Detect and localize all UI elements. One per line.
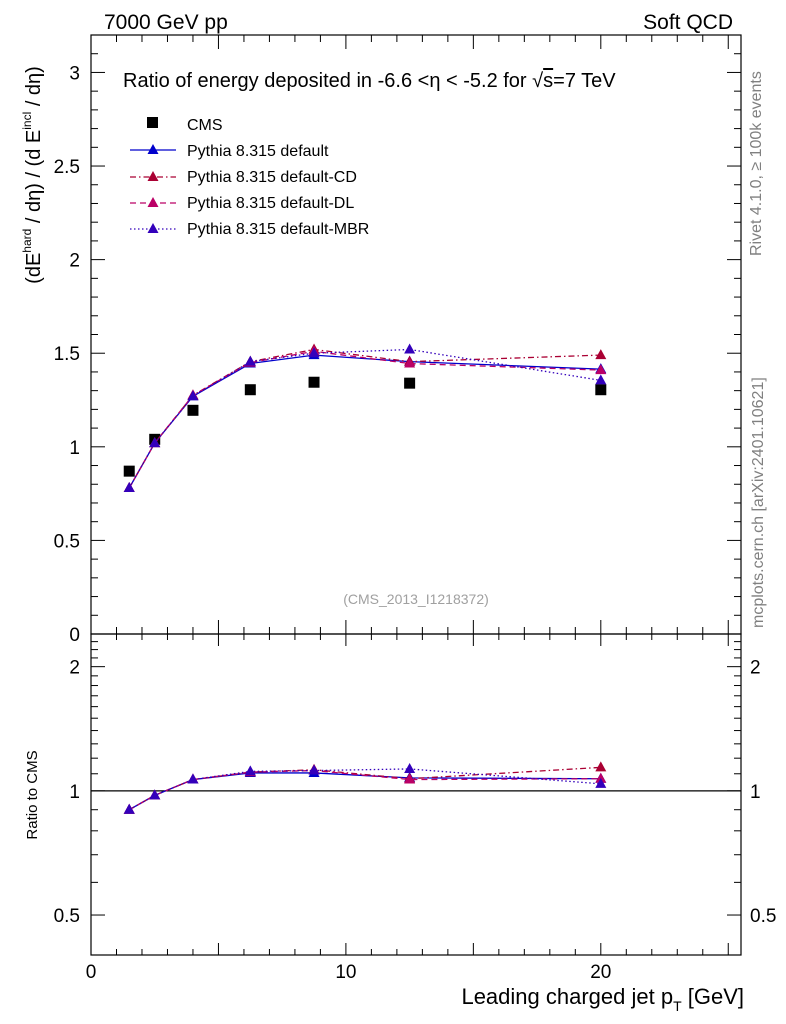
ytick-ratio-2: 2 bbox=[69, 658, 80, 679]
main-point-mbr bbox=[187, 390, 199, 401]
cms-data-point bbox=[244, 384, 256, 396]
ratio-point-mbr bbox=[404, 762, 416, 773]
legend-mbr-marker bbox=[147, 223, 159, 233]
main-point-mbr bbox=[123, 481, 135, 492]
x-axis-label: Leading charged jet pT [GeV] bbox=[461, 984, 744, 1014]
xlabel-sub: T bbox=[673, 998, 682, 1014]
main-point-dl bbox=[404, 357, 416, 368]
mcplots-label: mcplots.cern.ch [arXiv:2401.10621] bbox=[750, 377, 767, 628]
main-point-dl bbox=[595, 364, 607, 375]
ratio-series bbox=[123, 761, 607, 814]
xlabel-unit: [GeV] bbox=[682, 984, 744, 1009]
ylabel-part1: (dE bbox=[23, 253, 45, 284]
title-part2: < -5.2 for bbox=[440, 70, 532, 92]
ratio-line-cd bbox=[128, 766, 601, 811]
cms-data-point bbox=[187, 404, 199, 416]
ratio-point-dl bbox=[595, 772, 607, 783]
x-ticks bbox=[90, 35, 729, 955]
xtick-0: 0 bbox=[86, 962, 97, 983]
main-line-default bbox=[128, 354, 601, 489]
ratio-point-mbr bbox=[244, 765, 256, 776]
legend-dl-marker bbox=[147, 197, 159, 207]
cms-data-point bbox=[123, 465, 135, 477]
main-point-mbr bbox=[308, 347, 320, 358]
ytick-main-2: 2 bbox=[69, 251, 80, 272]
main-line-dl bbox=[128, 350, 601, 489]
ratio-ticks bbox=[91, 641, 741, 956]
legend-cms-label: CMS bbox=[187, 117, 223, 134]
ratio-line-dl bbox=[128, 769, 601, 811]
ratio-point-mbr bbox=[308, 764, 320, 775]
cms-data-point bbox=[595, 384, 607, 396]
main-point-cd bbox=[595, 349, 607, 360]
ytick-ratio-right-0.5: 0.5 bbox=[750, 906, 776, 927]
y-axis-label-ratio: Ratio to CMS bbox=[24, 750, 41, 839]
ytick-main-1.5: 1.5 bbox=[54, 344, 80, 365]
cms-data-point bbox=[404, 377, 416, 389]
legend-cd-label: Pythia 8.315 default-CD bbox=[187, 169, 357, 186]
main-line-mbr bbox=[128, 348, 601, 489]
ylabel-sup2: incl bbox=[20, 112, 34, 130]
ytick-main-0: 0 bbox=[69, 625, 80, 646]
ytick-ratio-right-2: 2 bbox=[750, 658, 761, 679]
title-s: s bbox=[543, 70, 553, 92]
main-ticks bbox=[91, 34, 741, 635]
main-point-mbr bbox=[244, 355, 256, 366]
header-left: 7000 GeV pp bbox=[104, 11, 228, 34]
legend-dl-label: Pythia 8.315 default-DL bbox=[187, 195, 354, 212]
xtick-10: 10 bbox=[335, 962, 356, 983]
ratio-plot-frame bbox=[90, 633, 742, 956]
ytick-ratio-0.5: 0.5 bbox=[54, 906, 80, 927]
header-right: Soft QCD bbox=[643, 11, 733, 34]
legend-default-label: Pythia 8.315 default bbox=[187, 143, 329, 160]
ytick-main-1: 1 bbox=[69, 438, 80, 459]
title-eta: η bbox=[429, 70, 440, 92]
ytick-main-3: 3 bbox=[69, 63, 80, 84]
analysis-watermark: (CMS_2013_I1218372) bbox=[343, 591, 489, 607]
legend: CMS Pythia 8.315 default Pythia 8.315 de… bbox=[130, 117, 369, 238]
ratio-point-mbr bbox=[187, 773, 199, 784]
ytick-main-0.5: 0.5 bbox=[54, 531, 80, 552]
ratio-point-mbr bbox=[595, 777, 607, 788]
ratio-point-dl bbox=[404, 773, 416, 784]
rivet-label: Rivet 4.1.0, ≥ 100k events bbox=[748, 71, 765, 256]
main-point-mbr bbox=[149, 437, 161, 448]
ratio-point-mbr bbox=[123, 803, 135, 814]
xlabel-main: Leading charged jet p bbox=[461, 984, 673, 1009]
main-line-cd bbox=[128, 348, 601, 489]
legend-default-marker bbox=[147, 144, 159, 154]
ytick-ratio-right-1: 1 bbox=[750, 782, 761, 803]
ratio-point-cd bbox=[595, 761, 607, 772]
legend-cms-marker bbox=[147, 117, 158, 128]
ytick-main-2.5: 2.5 bbox=[54, 157, 80, 178]
cms-data-point bbox=[308, 376, 320, 388]
y-axis-label-main: (dEhard / dη) / (d Eincl / dη) bbox=[20, 66, 45, 284]
ylabel-part2: / dη) / (d E bbox=[23, 130, 45, 229]
plot-title: Ratio of energy deposited in -6.6 <η < -… bbox=[123, 70, 616, 92]
title-part1: Ratio of energy deposited in -6.6 < bbox=[123, 70, 429, 92]
ytick-ratio-1: 1 bbox=[69, 782, 80, 803]
main-point-mbr bbox=[595, 374, 607, 385]
ratio-point-mbr bbox=[149, 789, 161, 800]
ylabel-sup1: hard bbox=[20, 229, 34, 253]
title-sqrt: √ bbox=[532, 70, 543, 92]
title-part3: =7 TeV bbox=[553, 70, 616, 92]
legend-cd-marker bbox=[147, 171, 159, 181]
ylabel-part3: / dη) bbox=[23, 66, 45, 112]
main-series bbox=[123, 343, 607, 492]
main-point-mbr bbox=[404, 343, 416, 354]
legend-mbr-label: Pythia 8.315 default-MBR bbox=[187, 221, 369, 238]
xtick-20: 20 bbox=[590, 962, 611, 983]
